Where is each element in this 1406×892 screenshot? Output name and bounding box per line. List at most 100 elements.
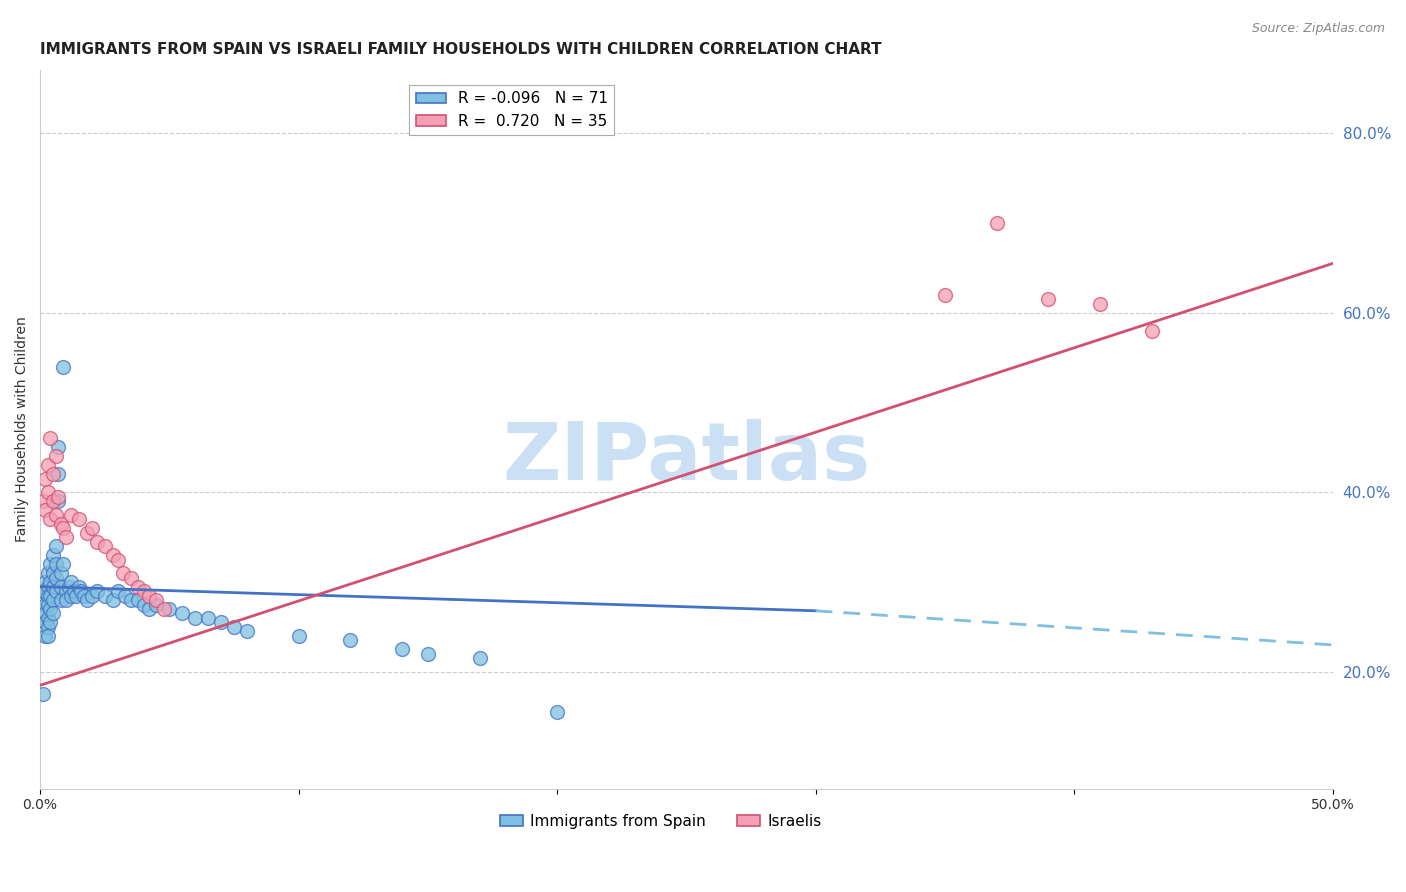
Point	[416, 647, 439, 661]
Point	[52, 359, 75, 374]
Point	[934, 288, 956, 302]
Point	[49, 593, 72, 607]
Point	[65, 589, 87, 603]
Point	[127, 593, 149, 607]
Y-axis label: Family Households with Children: Family Households with Children	[15, 317, 30, 542]
Point	[93, 589, 115, 603]
Point	[31, 584, 53, 599]
Point	[60, 589, 83, 603]
Point	[39, 432, 62, 446]
Point	[45, 584, 67, 599]
Point	[37, 580, 59, 594]
Point	[39, 575, 62, 590]
Point	[46, 441, 69, 455]
Point	[236, 624, 259, 639]
Point	[37, 485, 59, 500]
Point	[70, 584, 93, 599]
Point	[73, 589, 96, 603]
Text: Source: ZipAtlas.com: Source: ZipAtlas.com	[1251, 22, 1385, 36]
Point	[52, 521, 75, 535]
Point	[52, 557, 75, 571]
Point	[34, 607, 56, 621]
Point	[287, 629, 309, 643]
Point	[107, 552, 129, 566]
Point	[46, 490, 69, 504]
Point	[42, 607, 65, 621]
Point	[37, 611, 59, 625]
Point	[42, 548, 65, 562]
Point	[153, 602, 176, 616]
Point	[67, 512, 90, 526]
Point	[31, 494, 53, 508]
Point	[45, 539, 67, 553]
Point	[138, 602, 160, 616]
Point	[93, 539, 115, 553]
Point	[86, 534, 108, 549]
Point	[45, 571, 67, 585]
Point	[172, 607, 194, 621]
Point	[39, 557, 62, 571]
Point	[60, 575, 83, 590]
Point	[1088, 297, 1111, 311]
Point	[76, 593, 98, 607]
Point	[157, 602, 180, 616]
Point	[145, 598, 167, 612]
Point	[209, 615, 232, 630]
Point	[42, 580, 65, 594]
Point	[55, 530, 77, 544]
Point	[86, 584, 108, 599]
Point	[34, 629, 56, 643]
Point	[37, 620, 59, 634]
Point	[39, 602, 62, 616]
Point	[37, 566, 59, 580]
Point	[58, 580, 80, 594]
Point	[1140, 324, 1163, 338]
Point	[39, 589, 62, 603]
Legend: Immigrants from Spain, Israelis: Immigrants from Spain, Israelis	[494, 807, 828, 835]
Point	[80, 521, 103, 535]
Point	[42, 593, 65, 607]
Point	[1038, 293, 1060, 307]
Point	[107, 584, 129, 599]
Point	[34, 503, 56, 517]
Point	[62, 584, 84, 599]
Point	[34, 615, 56, 630]
Point	[132, 584, 155, 599]
Point	[46, 467, 69, 482]
Point	[34, 575, 56, 590]
Point	[101, 593, 124, 607]
Point	[60, 508, 83, 522]
Point	[39, 512, 62, 526]
Point	[114, 589, 136, 603]
Point	[127, 580, 149, 594]
Point	[55, 593, 77, 607]
Point	[546, 705, 568, 719]
Point	[986, 216, 1008, 230]
Point	[67, 580, 90, 594]
Point	[339, 633, 361, 648]
Point	[45, 508, 67, 522]
Point	[145, 593, 167, 607]
Text: ZIPatlas: ZIPatlas	[502, 419, 870, 497]
Point	[49, 580, 72, 594]
Point	[120, 571, 142, 585]
Point	[197, 611, 219, 625]
Point	[45, 450, 67, 464]
Point	[132, 598, 155, 612]
Point	[80, 589, 103, 603]
Point	[49, 566, 72, 580]
Point	[42, 467, 65, 482]
Point	[46, 494, 69, 508]
Point	[42, 494, 65, 508]
Point	[39, 615, 62, 630]
Point	[42, 566, 65, 580]
Point	[184, 611, 207, 625]
Point	[34, 598, 56, 612]
Text: IMMIGRANTS FROM SPAIN VS ISRAELI FAMILY HOUSEHOLDS WITH CHILDREN CORRELATION CHA: IMMIGRANTS FROM SPAIN VS ISRAELI FAMILY …	[41, 42, 882, 57]
Point	[45, 557, 67, 571]
Point	[34, 472, 56, 486]
Point	[76, 525, 98, 540]
Point	[111, 566, 134, 580]
Point	[37, 589, 59, 603]
Point	[37, 598, 59, 612]
